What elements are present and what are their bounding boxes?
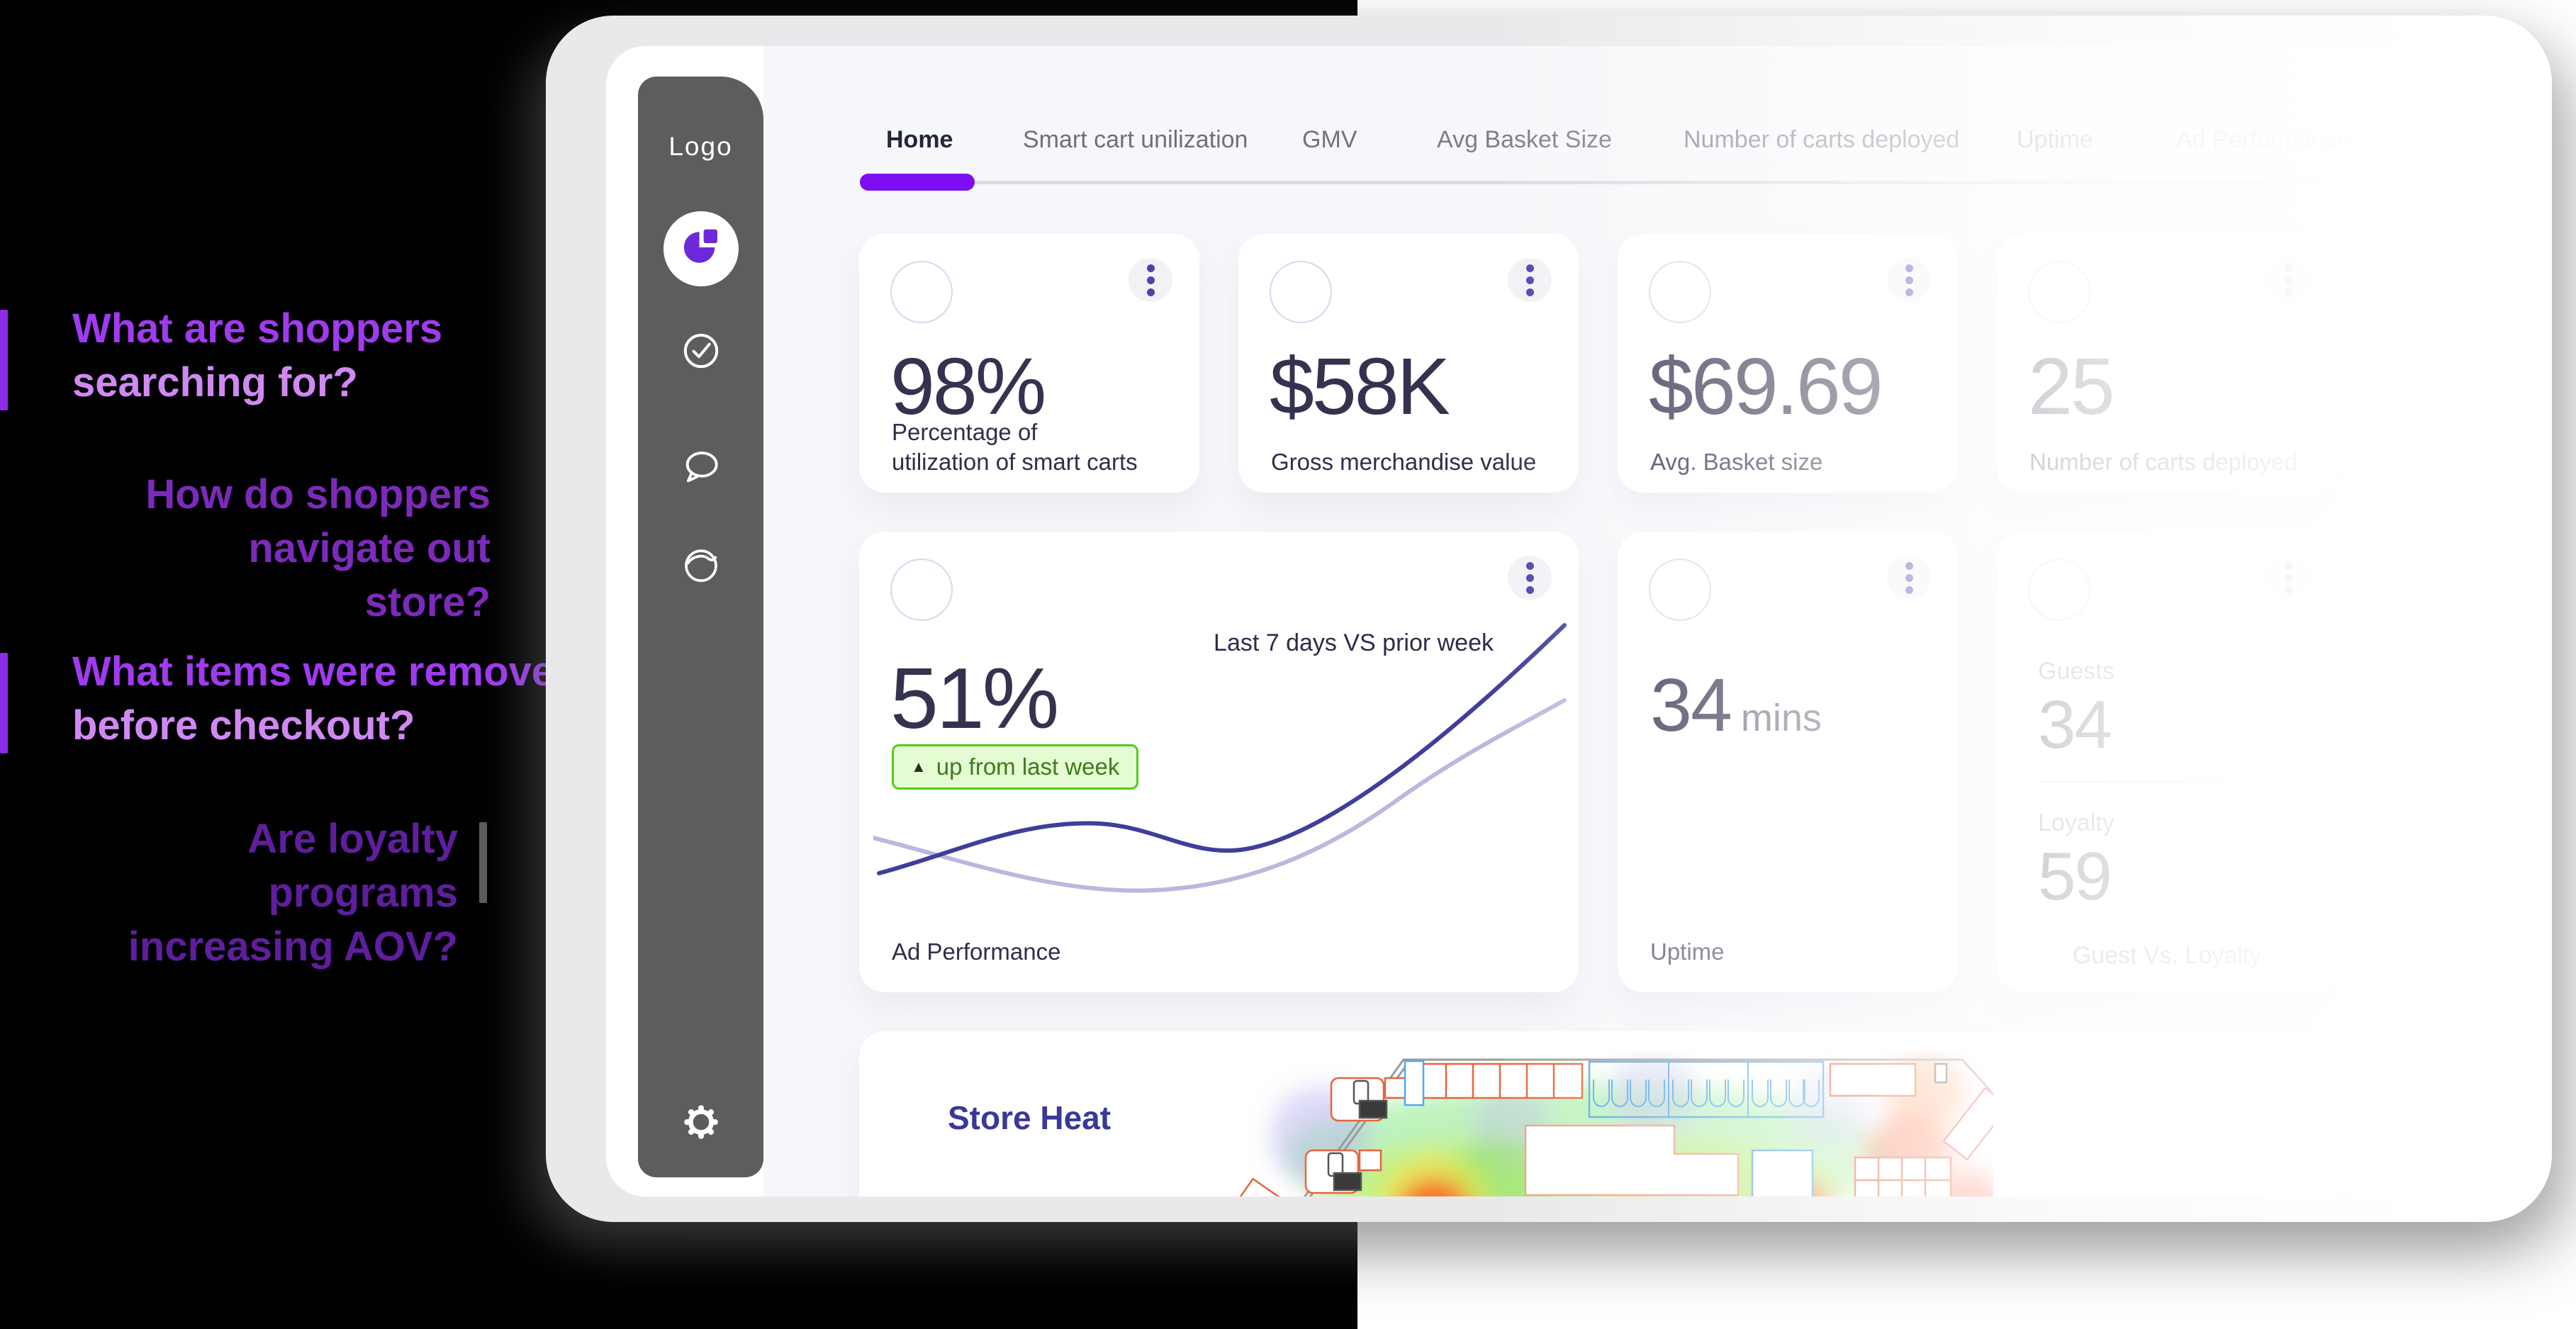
tablet-mockup: Logo [546,16,2552,1222]
gear-icon [682,1103,720,1145]
divider [2038,781,2229,783]
question-line: searching for? [72,359,358,405]
card-gmv: $58K Gross merchandise value [1238,234,1579,493]
stat-label: Uptime [1650,938,1725,965]
stat-value: 25 [2028,342,2115,431]
stat-label: Avg. Basket size [1650,449,1823,475]
tab-underline-track [860,181,2528,184]
accent-bar [479,822,487,903]
tab-home[interactable]: Home [886,126,953,153]
kebab-menu-button[interactable] [1508,258,1552,302]
logo: Logo [668,132,733,161]
stat-label: Ad Performance [892,938,1061,965]
circle-decoration [890,559,953,621]
kebab-menu-button[interactable] [1129,258,1172,302]
question-line: increasing AOV? [128,924,458,970]
stat-value: $58K [1270,342,1450,431]
stat-value: 34 [1650,663,1732,747]
stat-label: Percentage of utilization of smart carts [892,417,1138,477]
stat-value: $69.69 [1649,342,1883,431]
question-items-removed: What items were removed before checkout? [72,645,580,753]
tab-ad-performance[interactable]: Ad Performance [2176,126,2351,153]
card-ad-performance: Last 7 days VS prior week 51% ▲ up from … [859,532,1579,992]
sidebar: Logo [638,77,763,1177]
question-line: before checkout? [72,702,415,748]
sidebar-item-carts[interactable] [681,546,722,587]
question-navigate-store: How do shoppers navigate out store? [121,468,491,629]
question-line: What are shoppers [72,305,443,352]
stat-label-line: Percentage of [892,419,1038,445]
tab-uptime[interactable]: Uptime [2017,126,2093,153]
kebab-menu-button[interactable] [2266,556,2310,600]
kebab-menu-button[interactable] [1887,258,1931,302]
tab-gmv[interactable]: GMV [1302,126,1357,153]
circle-decoration [1649,261,1711,323]
store-heatmap [1214,1055,1993,1196]
accent-bar [0,310,8,410]
accent-bar [0,653,8,753]
loyalty-label: Loyalty [2038,809,2115,836]
question-shoppers-searching: What are shoppers searching for? [72,302,442,410]
loyalty-value: 59 [2038,839,2112,914]
question-line: navigate out store? [248,525,491,625]
stat-value-with-unit: 34 mins [1650,663,1822,748]
stat-label: Guest Vs. Loyalty [2072,942,2262,969]
stat-label: Number of carts deployed [2029,449,2297,475]
check-circle-icon [681,331,721,374]
dashboard-screen: Logo [606,46,2528,1196]
card-uptime: 34 mins Uptime [1618,532,1958,992]
question-line: How do shoppers [145,471,491,517]
sidebar-item-messages[interactable] [681,448,722,489]
question-line: Are loyalty programs [247,816,458,916]
sidebar-item-dashboard[interactable] [663,211,739,286]
question-line: What items were removed [72,649,580,695]
tab-avg-basket-size[interactable]: Avg Basket Size [1437,126,1612,153]
card-smart-cart-utilization: 98% Percentage of utilization of smart c… [859,234,1199,493]
card-guest-vs-loyalty: Guests 34 Loyalty 59 Guest Vs. Loyalty [1997,532,2337,992]
card-carts-deployed: 25 Number of carts deployed [1997,234,2337,493]
card-avg-basket-size: $69.69 Avg. Basket size [1618,234,1958,493]
kebab-menu-button[interactable] [2266,258,2310,302]
card-store-heat: Store Heat [859,1031,2337,1196]
ad-performance-chart [873,623,1567,893]
guests-value: 34 [2038,687,2112,763]
question-loyalty-aov: Are loyalty programs increasing AOV? [103,812,458,974]
circle-decoration [1270,261,1332,323]
stat-label: Gross merchandise value [1271,449,1537,475]
stat-unit: mins [1740,697,1822,739]
active-tab-indicator [860,174,975,191]
kebab-menu-button[interactable] [1887,556,1931,600]
cart-icon [681,545,721,588]
pie-chart-icon [681,227,722,271]
store-heat-title: Store Heat [948,1099,1111,1136]
kebab-menu-button[interactable] [1508,556,1552,600]
stat-label-line: utilization of smart carts [892,449,1138,475]
circle-decoration [1649,559,1711,621]
circle-decoration [2028,559,2090,621]
circle-decoration [2028,261,2090,323]
chat-bubble-icon [681,447,722,491]
guests-label: Guests [2038,658,2115,685]
circle-decoration [890,261,953,323]
sidebar-item-tasks[interactable] [681,332,722,373]
tab-number-of-carts[interactable]: Number of carts deployed [1684,126,1960,153]
tab-smart-cart-utilization[interactable]: Smart cart unilization [1023,126,1248,153]
sidebar-item-settings[interactable] [681,1103,722,1144]
